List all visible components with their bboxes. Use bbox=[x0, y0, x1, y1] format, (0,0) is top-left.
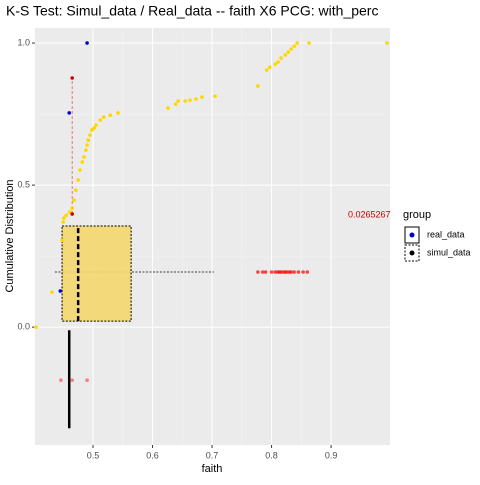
legend-dot bbox=[409, 232, 415, 238]
point bbox=[289, 270, 294, 274]
legend-label: real_data bbox=[427, 229, 465, 239]
point bbox=[68, 210, 72, 214]
point bbox=[94, 123, 98, 127]
point bbox=[86, 138, 91, 143]
point bbox=[90, 128, 94, 132]
x-tick-label: 0.9 bbox=[325, 450, 338, 460]
point bbox=[61, 220, 66, 224]
x-tick-label: 0.8 bbox=[265, 450, 278, 460]
point bbox=[84, 148, 88, 152]
point bbox=[101, 115, 106, 119]
point bbox=[108, 113, 113, 118]
point bbox=[166, 106, 170, 110]
annotation: 0.0265267 bbox=[348, 209, 391, 219]
point bbox=[72, 198, 76, 202]
point bbox=[116, 111, 120, 115]
point bbox=[80, 160, 85, 164]
point bbox=[85, 41, 89, 45]
point bbox=[269, 270, 274, 274]
point bbox=[34, 325, 38, 329]
point bbox=[286, 50, 291, 54]
point bbox=[188, 98, 192, 102]
point bbox=[213, 94, 217, 98]
x-tick-label: 0.5 bbox=[87, 450, 100, 460]
point bbox=[289, 47, 294, 51]
point bbox=[385, 41, 389, 45]
point bbox=[260, 270, 265, 274]
box bbox=[61, 225, 132, 322]
point bbox=[176, 99, 180, 103]
point bbox=[88, 133, 92, 137]
y-tick-label: 0.5 bbox=[17, 179, 30, 189]
legend-label: simul_data bbox=[427, 247, 471, 257]
point bbox=[70, 76, 74, 80]
point bbox=[292, 270, 296, 274]
point bbox=[70, 206, 74, 210]
point bbox=[305, 270, 310, 274]
point bbox=[70, 378, 74, 383]
point bbox=[59, 378, 63, 383]
legend-dot bbox=[409, 250, 415, 256]
point bbox=[67, 111, 72, 115]
y-tick-label: 0.0 bbox=[17, 321, 30, 331]
point bbox=[265, 68, 269, 72]
point bbox=[263, 270, 268, 274]
point bbox=[301, 270, 305, 274]
point bbox=[73, 188, 78, 192]
point bbox=[256, 84, 260, 88]
point bbox=[70, 212, 74, 216]
y-axis-label: Cumulative Distribution bbox=[4, 179, 16, 292]
x-tick-label: 0.7 bbox=[206, 450, 219, 460]
point bbox=[200, 95, 204, 99]
point bbox=[92, 126, 97, 130]
point bbox=[50, 290, 54, 294]
point bbox=[273, 62, 277, 66]
point bbox=[85, 143, 89, 147]
point bbox=[76, 178, 80, 182]
point bbox=[256, 270, 260, 274]
chart-title: K-S Test: Simul_data / Real_data -- fait… bbox=[6, 3, 378, 19]
legend-title: group bbox=[403, 209, 431, 221]
point bbox=[307, 41, 311, 45]
point bbox=[173, 102, 178, 106]
x-axis-label: faith bbox=[202, 463, 223, 475]
point bbox=[60, 238, 64, 242]
point bbox=[279, 56, 283, 60]
x-tick-label: 0.6 bbox=[146, 450, 159, 460]
point bbox=[78, 168, 82, 172]
point bbox=[283, 53, 288, 57]
point bbox=[292, 44, 296, 48]
point bbox=[276, 60, 280, 64]
point bbox=[296, 270, 301, 274]
point bbox=[194, 97, 198, 101]
point bbox=[183, 99, 188, 103]
point bbox=[58, 289, 63, 293]
point bbox=[85, 378, 89, 383]
point bbox=[64, 213, 69, 217]
point bbox=[82, 155, 86, 159]
point bbox=[267, 65, 272, 70]
point bbox=[62, 216, 66, 220]
point bbox=[98, 118, 102, 122]
point bbox=[295, 41, 299, 45]
y-tick-label: 1.0 bbox=[17, 37, 30, 47]
